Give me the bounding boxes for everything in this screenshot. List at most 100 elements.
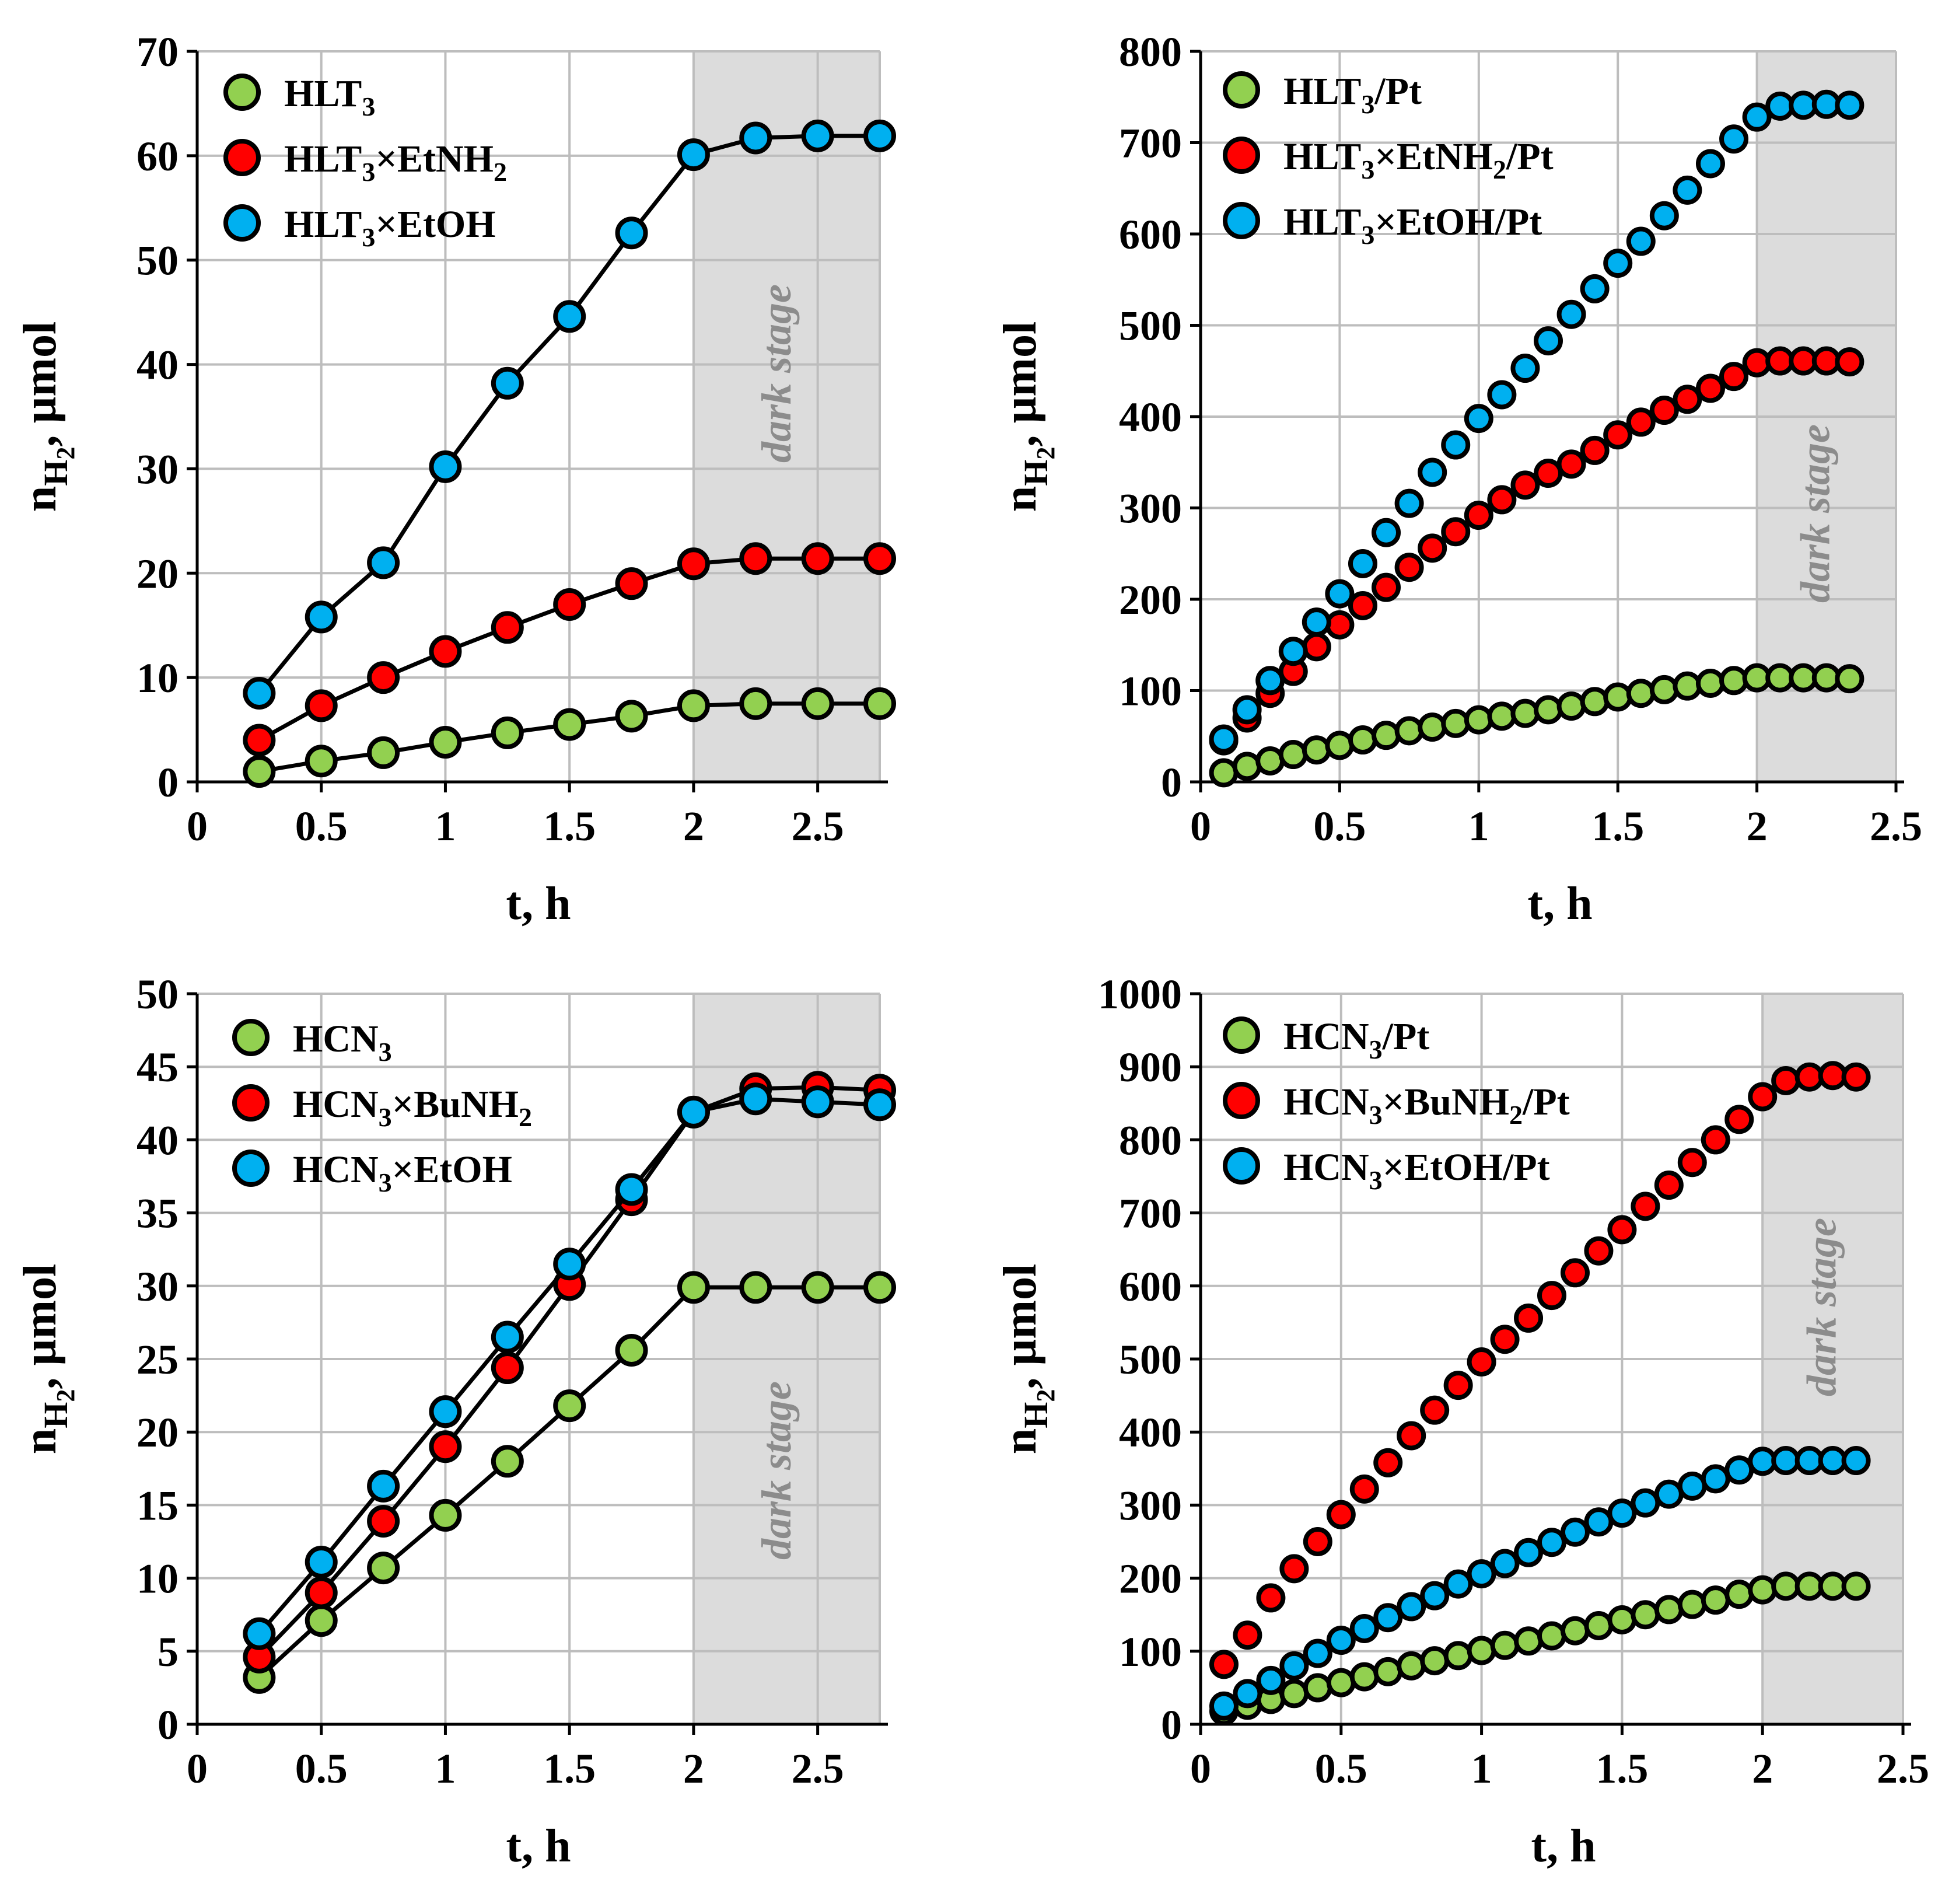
data-point [1510,470,1540,500]
data-point [677,547,710,581]
data-point [1673,385,1702,414]
data-point [1631,1600,1660,1630]
y-tick-label: 600 [1119,211,1182,258]
y-tick-label: 0 [158,759,179,806]
data-point [1742,348,1772,378]
data-point [1302,735,1331,765]
dark-stage-label: dark stage [1792,424,1839,603]
legend-marker [232,1019,270,1056]
legend-entry: HCN3×BuNH2 [232,1083,532,1132]
legend-entry: HCN3×EtOH/Pt [1223,1146,1550,1195]
data-point [1765,346,1795,376]
data-point [677,1271,710,1304]
data-point [1209,724,1239,754]
data-point [1302,607,1331,637]
data-point [739,542,772,575]
data-point [1490,1549,1520,1578]
data-point [491,611,524,644]
y-tick-label: 200 [1119,1556,1182,1602]
data-point [1654,1595,1684,1624]
y-tick-label: 400 [1119,1409,1182,1456]
data-point [1607,1215,1637,1245]
data-point [1487,485,1517,515]
data-point [863,687,896,720]
data-point [1397,1651,1426,1681]
data-point [1835,347,1864,377]
y-tick-label: 200 [1119,577,1182,623]
data-point [1841,1446,1871,1476]
data-point [491,716,524,749]
data-point [1394,488,1424,518]
data-point [553,1248,586,1281]
data-point [1818,1571,1848,1601]
series-green [243,687,896,788]
chart-panel-hlt3: dark stage 0 10 20 30 40 50 60 70 0 0.5 1 1.5 2 2.5 t, … [15,29,896,930]
data-point [1349,1474,1379,1504]
data-point [305,1604,338,1637]
data-point [1794,1571,1824,1601]
y-tick-label: 100 [1119,668,1182,715]
data-point [1701,1585,1730,1615]
data-point [1443,1569,1473,1599]
series-red [1209,1061,1871,1679]
data-point [1603,420,1633,450]
legend-marker [1223,1082,1260,1119]
data-point [1771,1065,1801,1095]
legend-entry: HCN3×EtOH [232,1148,512,1197]
legend-marker [1223,202,1260,239]
data-point [1420,1581,1450,1610]
data-point [1695,149,1725,179]
x-tick-label: 1.5 [543,803,596,850]
data-point [1677,1148,1707,1178]
data-point [1724,1105,1754,1134]
series-green [1209,1571,1871,1726]
legend-entry: HCN3/Pt [1223,1015,1429,1064]
y-tick-label: 50 [137,971,179,1018]
x-tick-label: 0 [1190,803,1211,850]
x-tick-label: 1.5 [1596,1745,1648,1792]
data-point [305,600,338,634]
data-point [1631,1488,1660,1518]
data-point [1584,1236,1614,1266]
y-tick-label: 40 [137,342,179,389]
data-point [1303,1639,1332,1668]
data-point [1626,226,1656,256]
data-point [1537,1621,1566,1651]
data-point [367,1504,400,1538]
legend-label: HCN3×BuNH2/Pt [1283,1081,1570,1130]
chart-panel-hcn3: dark stage 0 5 10 15 20 25 30 35 40 45 50 0 0.5 1 1.5 2 2… [15,971,896,1872]
series-green [243,1271,896,1694]
data-point [1373,1657,1403,1686]
y-tick-label: 1000 [1098,971,1182,1018]
data-point [801,687,834,720]
data-point [1631,1192,1660,1221]
data-point [1580,274,1610,303]
legend-entry: HCN3 [232,1018,392,1067]
x-tick-label: 2 [683,803,704,850]
x-axis-title: t, h [1531,1821,1596,1872]
legend-marker [232,1150,270,1187]
data-point [1209,758,1239,788]
data-point [677,1095,710,1129]
data-point [1560,1517,1590,1547]
data-point [1303,1527,1332,1556]
dark-stage-label: dark stage [753,284,800,463]
legend-label: HCN3×EtOH [293,1148,512,1197]
y-tick-label: 35 [137,1190,179,1237]
legend-marker [223,139,261,176]
data-point [1490,1325,1520,1354]
data-point [801,119,834,152]
data-point [1418,457,1447,487]
data-point [1255,746,1285,776]
legend-entry: HLT3×EtOH/Pt [1223,201,1542,250]
data-point [429,635,462,668]
data-point [1279,1651,1309,1681]
data-point [1724,1580,1754,1609]
data-point [1603,682,1633,712]
data-point [739,1082,772,1116]
x-tick-label: 2 [683,1745,704,1792]
data-point [1348,549,1377,578]
data-point [243,724,276,757]
data-point [1443,1371,1473,1400]
data-point [1233,1679,1262,1709]
